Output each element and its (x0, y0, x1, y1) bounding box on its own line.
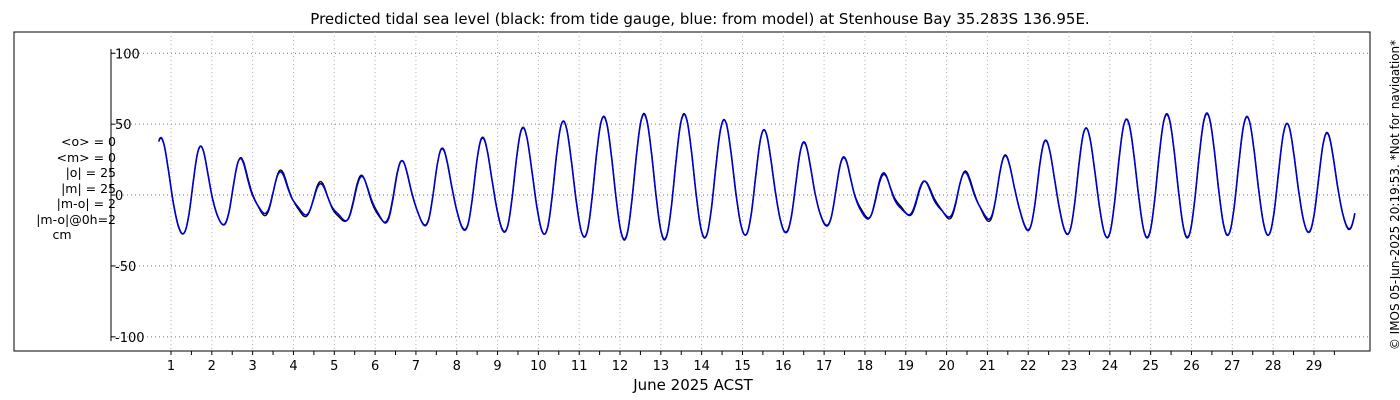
x-tick-label: 14 (693, 359, 710, 374)
x-tick-label: 9 (493, 359, 501, 374)
x-tick-label: 22 (1020, 359, 1037, 374)
x-tick-label: 20 (938, 359, 955, 374)
plot-frame (13, 31, 1371, 352)
stat-diff-0h: |m-o|@0h=2 (36, 211, 116, 227)
copyright-note: © IMOS 05-Jun-2025 20:19:53. *Not for na… (1388, 39, 1400, 350)
x-tick-label: 13 (653, 359, 670, 374)
x-tick-label: 23 (1061, 359, 1078, 374)
stat-diff-abs: |m-o| = 2 (56, 196, 116, 211)
x-tick-label: 7 (412, 359, 420, 374)
x-axis: 1 2 3 4 5 6 7 8 9 10 11 12 13 14 15 16 17 18 19 20 21 22 23 24 2… (167, 351, 1335, 374)
y-tick-label: -100 (115, 331, 145, 346)
x-tick-label: 24 (1102, 359, 1119, 374)
x-axis-label: June 2025 ACST (633, 376, 753, 394)
x-tick-label: 17 (816, 359, 833, 374)
x-tick-label: 28 (1265, 359, 1282, 374)
stat-obs-abs: |o| = 25 (65, 165, 116, 180)
x-tick-label: 1 (167, 359, 175, 374)
x-tick-label: 19 (897, 359, 914, 374)
stat-unit: cm (52, 227, 72, 242)
x-tick-label: 29 (1306, 359, 1323, 374)
x-tick-label: 3 (248, 359, 256, 374)
x-tick-label: 27 (1224, 359, 1241, 374)
stat-model-mean: <m> = 0 (56, 149, 117, 165)
x-tick-label: 2 (208, 359, 216, 374)
gauge-series-line (158, 112, 1356, 241)
x-tick-label: 8 (453, 359, 461, 374)
chart-title: Predicted tidal sea level (black: from t… (310, 10, 1090, 28)
y-axis: 100 50 0 -50 -100 (110, 47, 145, 346)
x-tick-label: 5 (330, 359, 338, 374)
x-tick-label: 18 (857, 359, 874, 374)
x-tick-label: 4 (289, 359, 297, 374)
x-tick-label: 11 (571, 359, 588, 374)
model-series-line (158, 112, 1356, 241)
x-tick-label: 26 (1183, 359, 1200, 374)
x-tick-label: 25 (1142, 359, 1159, 374)
x-tick-label: 6 (371, 359, 379, 374)
grid (111, 32, 1370, 351)
y-tick-label: 100 (115, 47, 140, 62)
x-tick-label: 15 (734, 359, 751, 374)
x-tick-label: 16 (775, 359, 792, 374)
x-tick-label: 10 (530, 359, 547, 374)
stat-obs-mean: <o> = 0 (61, 134, 116, 149)
y-tick-label: 50 (115, 118, 132, 133)
stats-panel: <o> = 0 <m> = 0 |o| = 25 |m| = 25 |m-o| … (26, 134, 116, 243)
x-tick-label: 21 (979, 359, 996, 374)
series-group (158, 112, 1356, 241)
y-tick-label: -50 (115, 260, 136, 275)
stat-model-abs: |m| = 25 (61, 180, 116, 196)
x-tick-label: 12 (612, 359, 629, 374)
y-tick-label: 0 (115, 189, 123, 204)
